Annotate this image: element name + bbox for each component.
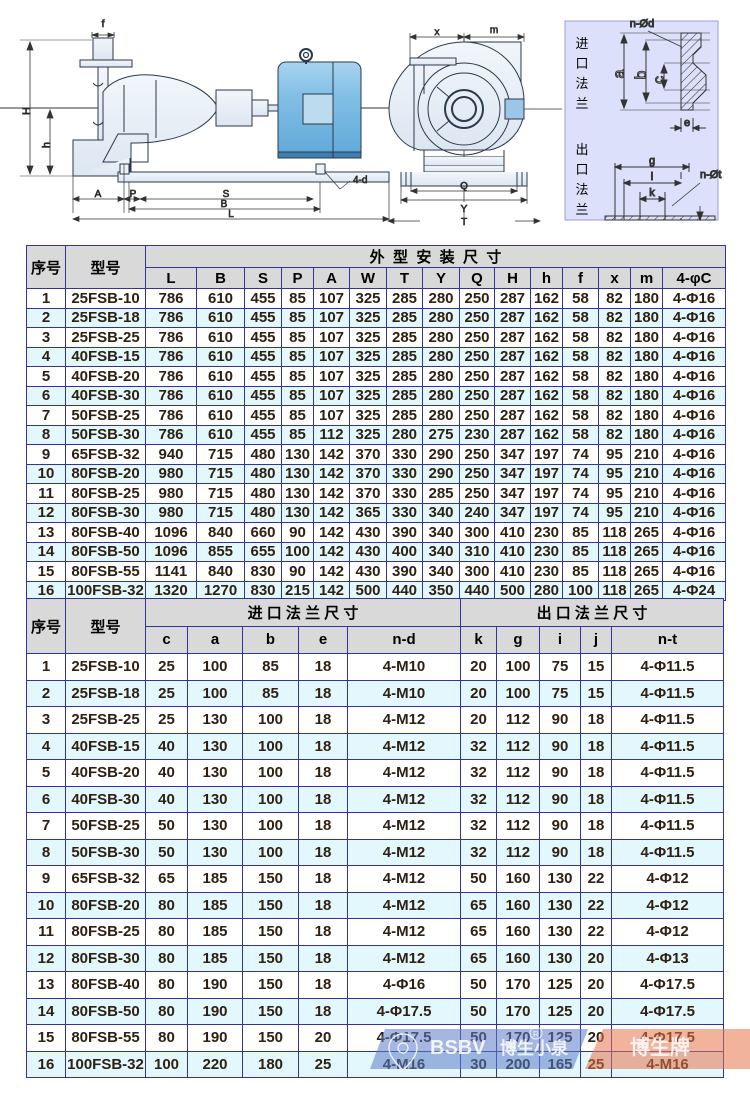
svg-text:B: B <box>221 199 228 210</box>
svg-text:i: i <box>651 171 653 183</box>
svg-text:f: f <box>102 19 105 30</box>
svg-text:P: P <box>130 189 137 200</box>
svg-text:出: 出 <box>575 142 588 157</box>
svg-text:e: e <box>684 117 690 129</box>
svg-text:4-d: 4-d <box>353 175 367 186</box>
svg-text:x: x <box>435 27 440 38</box>
svg-text:兰: 兰 <box>575 96 588 111</box>
svg-text:口: 口 <box>575 162 588 177</box>
svg-text:Q: Q <box>460 181 468 192</box>
svg-text:n-Øt: n-Øt <box>700 169 721 181</box>
svg-text:A: A <box>95 189 102 200</box>
svg-text:法: 法 <box>575 76 588 91</box>
svg-text:a: a <box>611 69 628 78</box>
svg-text:进: 进 <box>575 36 588 51</box>
svg-text:c: c <box>651 76 668 84</box>
svg-text:法: 法 <box>575 182 588 197</box>
svg-text:b: b <box>633 70 650 79</box>
svg-text:n-Ød: n-Ød <box>630 18 654 30</box>
svg-text:m: m <box>490 25 498 36</box>
svg-text:k: k <box>649 187 655 199</box>
svg-text:h: h <box>41 142 53 148</box>
svg-text:兰: 兰 <box>575 202 588 217</box>
svg-text:g: g <box>649 155 655 167</box>
svg-text:H: H <box>21 107 33 115</box>
svg-text:L: L <box>228 209 234 220</box>
svg-text:T: T <box>461 217 467 228</box>
svg-text:口: 口 <box>575 56 588 71</box>
